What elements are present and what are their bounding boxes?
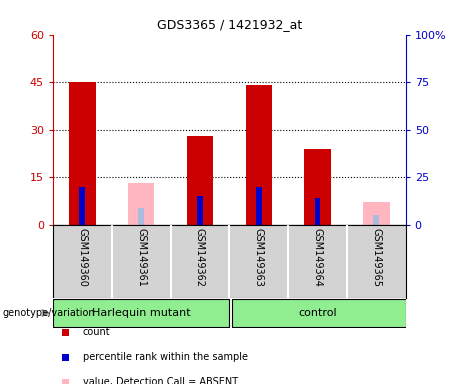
Bar	[197, 196, 203, 225]
Text: GSM149360: GSM149360	[77, 228, 88, 287]
Text: GSM149363: GSM149363	[254, 228, 264, 287]
Bar	[128, 184, 154, 225]
Bar	[373, 215, 379, 225]
Bar	[79, 187, 85, 225]
Title: GDS3365 / 1421932_at: GDS3365 / 1421932_at	[157, 18, 302, 31]
Bar	[304, 149, 331, 225]
Text: GSM149364: GSM149364	[313, 228, 323, 287]
Text: percentile rank within the sample: percentile rank within the sample	[83, 352, 248, 362]
Text: Harlequin mutant: Harlequin mutant	[92, 308, 190, 318]
Bar	[256, 187, 262, 225]
FancyBboxPatch shape	[53, 299, 229, 327]
Text: GSM149365: GSM149365	[371, 228, 381, 287]
Bar	[363, 202, 390, 225]
Text: GSM149361: GSM149361	[136, 228, 146, 287]
Bar	[246, 85, 272, 225]
Text: genotype/variation: genotype/variation	[2, 308, 95, 318]
FancyBboxPatch shape	[232, 299, 406, 327]
Text: count: count	[83, 327, 111, 337]
Bar	[314, 198, 320, 225]
Bar	[138, 207, 144, 225]
Text: value, Detection Call = ABSENT: value, Detection Call = ABSENT	[83, 377, 238, 384]
Bar	[187, 136, 213, 225]
Text: control: control	[298, 308, 337, 318]
Bar	[69, 82, 95, 225]
Text: GSM149362: GSM149362	[195, 228, 205, 287]
